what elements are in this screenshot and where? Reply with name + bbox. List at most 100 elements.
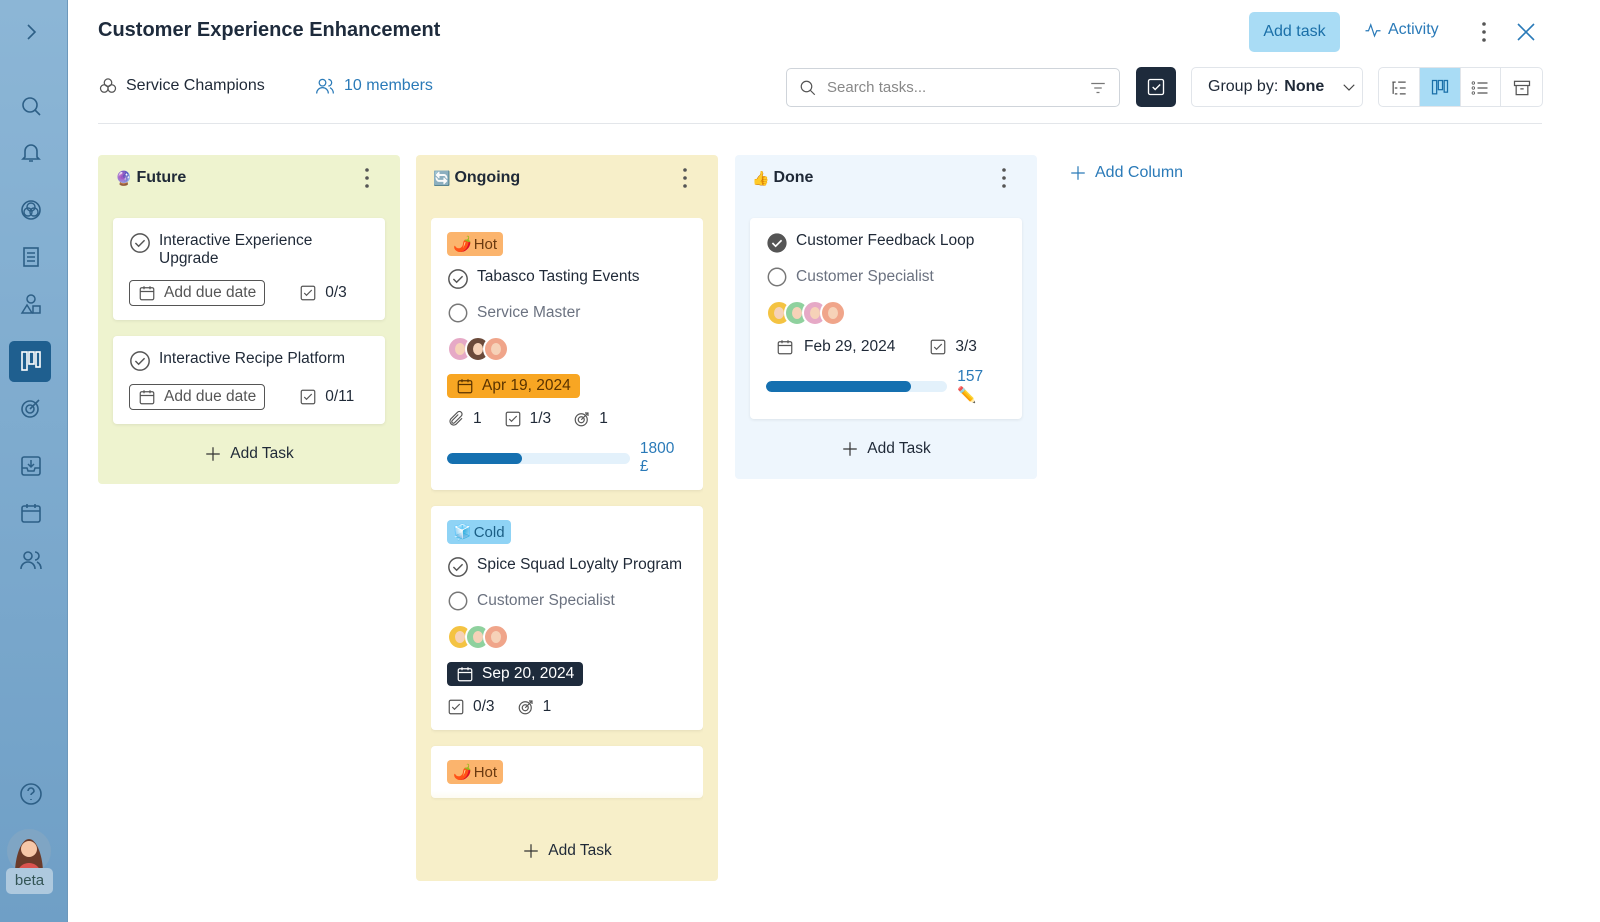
user-avatar[interactable] bbox=[7, 829, 51, 873]
bell-icon[interactable] bbox=[19, 140, 43, 164]
calendar-icon bbox=[776, 338, 794, 356]
icon-part bbox=[1365, 22, 1381, 38]
task-card[interactable]: Interactive Recipe Platform Add due date 0… bbox=[113, 336, 385, 424]
filter-icon[interactable] bbox=[1089, 79, 1107, 97]
activity-button[interactable]: Activity bbox=[1364, 21, 1439, 39]
icon-part bbox=[1147, 78, 1165, 96]
more-menu[interactable] bbox=[1476, 20, 1492, 44]
activity-label: Activity bbox=[1388, 21, 1439, 38]
icon-part bbox=[767, 233, 787, 253]
icon-part bbox=[139, 287, 155, 301]
spaces-icon[interactable] bbox=[19, 198, 43, 222]
tag: 🌶️ Hot bbox=[447, 760, 504, 784]
column-menu[interactable] bbox=[996, 166, 1012, 190]
checklist-value: 0/11 bbox=[325, 388, 355, 405]
status-icon[interactable] bbox=[129, 232, 151, 254]
help-icon[interactable] bbox=[19, 782, 43, 806]
column-menu[interactable] bbox=[359, 166, 375, 190]
search-box[interactable]: Search tasks... bbox=[786, 68, 1120, 107]
search-icon bbox=[800, 80, 816, 95]
avatar bbox=[820, 300, 846, 326]
active-nav[interactable] bbox=[9, 341, 51, 382]
assignee-row: Customer Specialist bbox=[766, 266, 1006, 288]
icon-part bbox=[300, 389, 316, 405]
checklist-value: 0/3 bbox=[473, 698, 495, 715]
task-card[interactable]: Customer Feedback Loop Customer Specialis… bbox=[750, 218, 1022, 419]
icon-part bbox=[777, 341, 793, 355]
icon-part bbox=[1343, 84, 1355, 91]
icon-part bbox=[524, 700, 533, 709]
icon-part bbox=[206, 447, 220, 461]
check-icon bbox=[1147, 78, 1165, 96]
add-task-button[interactable]: Add Task bbox=[431, 821, 703, 881]
add-task-button[interactable]: Add Task bbox=[750, 419, 1022, 479]
column-menu[interactable] bbox=[677, 166, 693, 190]
add-task-button[interactable]: Add Task bbox=[113, 424, 385, 484]
icon-part bbox=[777, 340, 793, 355]
add-task-button[interactable]: Add task bbox=[1249, 12, 1340, 52]
icon-part bbox=[300, 285, 316, 301]
due-date[interactable]: Feb 29, 2024 bbox=[766, 338, 895, 356]
tree-view[interactable] bbox=[1379, 68, 1420, 106]
card-list: Customer Feedback Loop Customer Specialis… bbox=[750, 218, 1022, 419]
due-date[interactable]: Apr 19, 2024 bbox=[447, 374, 580, 398]
board-view[interactable] bbox=[1419, 68, 1461, 106]
icon-part bbox=[300, 285, 316, 301]
attachments: 1 bbox=[447, 410, 482, 428]
icon-part bbox=[581, 412, 589, 421]
board-icon[interactable] bbox=[19, 349, 43, 373]
icon-part bbox=[318, 78, 327, 87]
status-icon[interactable] bbox=[129, 350, 151, 372]
icon-part bbox=[365, 176, 369, 180]
list-view[interactable] bbox=[1461, 68, 1502, 106]
close-button[interactable] bbox=[1515, 21, 1537, 43]
icon-part bbox=[1002, 176, 1006, 180]
goals-icon[interactable] bbox=[19, 396, 43, 420]
goals: 1 bbox=[573, 410, 608, 428]
expand-icon[interactable] bbox=[19, 20, 43, 44]
group-by-select[interactable]: Group by: None bbox=[1191, 67, 1363, 107]
icon-part bbox=[1472, 91, 1476, 95]
add-column-button[interactable]: Add Column bbox=[1069, 164, 1183, 182]
icon-part bbox=[518, 700, 533, 715]
icon-part bbox=[29, 207, 39, 217]
column-title: Done bbox=[773, 169, 814, 186]
icon-part bbox=[843, 442, 857, 456]
status-icon[interactable] bbox=[447, 556, 469, 578]
task-card[interactable]: Interactive Experience Upgrade Add due da… bbox=[113, 218, 385, 320]
inbox-icon[interactable] bbox=[19, 454, 43, 478]
tree-icon bbox=[1392, 81, 1406, 95]
team-name: Service Champions bbox=[126, 77, 265, 94]
status-icon[interactable] bbox=[766, 232, 788, 254]
task-card[interactable]: 🌶️ Hot bbox=[431, 746, 703, 798]
checklist-value: 1/3 bbox=[529, 410, 552, 427]
plus-icon bbox=[841, 440, 859, 458]
tag-icon: 🌶️ bbox=[453, 236, 472, 253]
people-icon[interactable] bbox=[19, 548, 43, 572]
chevron-down bbox=[1343, 84, 1355, 91]
task-card[interactable]: 🌶️ Hot Tabasco Tasting Events Service Maste… bbox=[431, 218, 703, 490]
archive-view[interactable] bbox=[1501, 68, 1542, 106]
due-date[interactable]: Add due date bbox=[129, 384, 266, 410]
status-icon[interactable] bbox=[447, 268, 469, 290]
progress-fill bbox=[766, 381, 911, 392]
column: 🔮 Future Interactive Experience Upgrade Add… bbox=[98, 155, 400, 484]
my-tasks-toggle[interactable] bbox=[1136, 67, 1176, 107]
team[interactable]: Service Champions bbox=[98, 76, 265, 96]
icon-part bbox=[107, 84, 117, 93]
icon-part bbox=[1482, 22, 1486, 26]
icon-part bbox=[206, 447, 220, 461]
icon-part bbox=[524, 844, 538, 858]
search-icon[interactable] bbox=[19, 94, 43, 118]
members[interactable]: 10 members bbox=[314, 76, 433, 96]
docs-icon[interactable] bbox=[19, 245, 43, 269]
task-card[interactable]: 🧊 Cold Spice Squad Loyalty Program Customer… bbox=[431, 506, 703, 730]
tag-label: Cold bbox=[473, 523, 505, 541]
shapes-icon[interactable] bbox=[19, 292, 43, 316]
due-date[interactable]: Add due date bbox=[129, 280, 266, 306]
checklist-value: 0/3 bbox=[325, 284, 347, 301]
assignee-icon bbox=[447, 302, 469, 324]
calendar-icon[interactable] bbox=[19, 501, 43, 525]
icon-part bbox=[21, 841, 37, 857]
due-date[interactable]: Sep 20, 2024 bbox=[447, 662, 584, 686]
